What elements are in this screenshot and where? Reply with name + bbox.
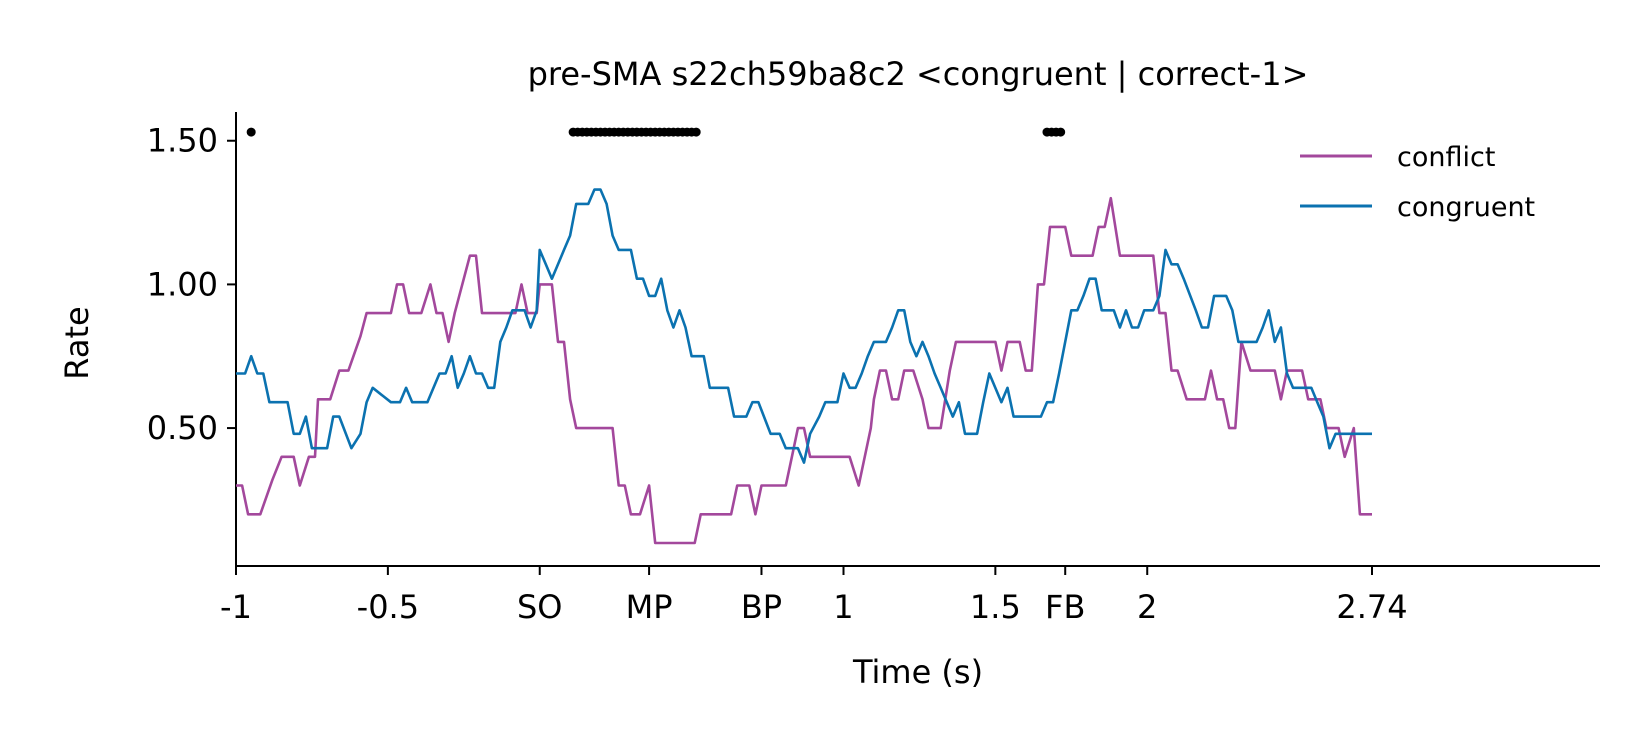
y-tick-label: 1.00 [147, 265, 218, 303]
significance-markers [246, 127, 1066, 137]
x-tick-label: FB [1045, 588, 1085, 626]
significance-dot [1056, 127, 1066, 137]
x-tick-label: 1.5 [970, 588, 1021, 626]
y-tick-label: 0.50 [147, 409, 218, 447]
x-tick-label: SO [517, 588, 563, 626]
legend-label-congruent: congruent [1397, 192, 1535, 223]
x-tick-label: MP [626, 588, 673, 626]
x-tick-label: 2.74 [1336, 588, 1407, 626]
y-tick-label: 1.50 [147, 122, 218, 160]
x-tick-label: 1 [833, 588, 853, 626]
x-tick-label: -1 [220, 588, 252, 626]
x-tick-label: 2 [1137, 588, 1157, 626]
significance-dot [691, 127, 701, 137]
series-layer [236, 188, 1372, 545]
x-ticks: -1 -0.5 SO MP BP 1 1.5 FB 2 2.74 [220, 566, 1408, 626]
series-line-congruent [236, 188, 1372, 464]
legend-label-conflict: conflict [1397, 142, 1495, 173]
chart-title: pre-SMA s22ch59ba8c2 <congruent | correc… [528, 55, 1309, 93]
x-tick-label: BP [741, 588, 782, 626]
legend: conflict congruent [1300, 142, 1535, 223]
y-axis-label: Rate [58, 306, 96, 379]
series-line-conflict [236, 196, 1372, 545]
y-ticks: 0.50 1.00 1.50 [147, 122, 236, 447]
x-tick-label: -0.5 [357, 588, 419, 626]
significance-dot [246, 127, 256, 137]
plot-area [235, 112, 1600, 567]
x-axis-label: Time (s) [852, 653, 983, 691]
